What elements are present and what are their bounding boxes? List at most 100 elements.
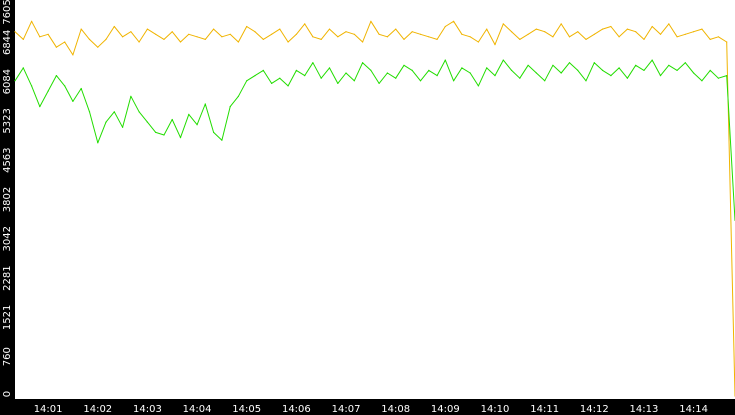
data-point [328, 67, 331, 69]
y-tick-label: 5323 [2, 108, 13, 133]
data-point [163, 134, 165, 136]
data-point [312, 62, 314, 64]
plot-area [15, 0, 735, 399]
data-point [279, 28, 281, 30]
data-point [544, 80, 546, 82]
data-point [602, 28, 604, 30]
data-point [552, 64, 554, 66]
data-point [535, 28, 538, 30]
data-point [486, 28, 488, 30]
data-point [72, 100, 74, 102]
data-point [113, 111, 115, 113]
data-point [560, 72, 562, 74]
data-point [113, 25, 115, 28]
data-point [626, 28, 629, 30]
y-axis: 0 760 1521 2281 3042 3802 4563 5323 6084 6844 7605 [2, 0, 13, 397]
data-point [668, 64, 670, 66]
data-point [64, 41, 66, 43]
data-point [262, 38, 264, 41]
data-point [477, 41, 479, 43]
data-point [246, 80, 248, 82]
data-point [469, 36, 471, 38]
y-tick-label: 2281 [2, 265, 13, 290]
data-point [353, 80, 355, 82]
data-point [55, 46, 58, 48]
data-point [527, 33, 529, 35]
data-point [229, 106, 231, 108]
data-point [693, 31, 695, 33]
data-point [345, 72, 347, 74]
data-point [535, 72, 538, 74]
data-point [287, 41, 289, 43]
x-tick-label: 14:12 [580, 404, 609, 415]
data-point [271, 82, 273, 84]
data-point [64, 85, 66, 87]
x-tick-label: 14:01 [34, 404, 63, 415]
data-point [22, 67, 24, 69]
data-point [709, 38, 711, 41]
data-point [304, 23, 306, 25]
data-point [362, 62, 364, 64]
data-point [668, 23, 670, 25]
data-point [155, 131, 157, 133]
data-point [254, 75, 256, 77]
data-point [494, 75, 496, 77]
data-point [254, 31, 256, 33]
data-point [411, 69, 413, 71]
data-point [320, 38, 322, 41]
y-tick-label: 760 [2, 347, 13, 366]
data-point [155, 33, 157, 35]
data-point [701, 80, 703, 82]
data-point [585, 38, 587, 41]
data-point [419, 80, 422, 82]
data-point [436, 38, 438, 41]
data-point [709, 69, 711, 71]
data-point [659, 75, 662, 77]
data-point [179, 137, 182, 139]
data-point [436, 75, 438, 77]
data-point [428, 69, 430, 71]
data-point [337, 36, 339, 38]
data-point [138, 111, 140, 113]
data-point [635, 31, 637, 33]
data-point [477, 85, 479, 87]
data-point [105, 121, 107, 123]
x-tick-label: 14:03 [133, 404, 162, 415]
data-point [386, 72, 388, 74]
data-point [602, 69, 604, 71]
data-point [39, 106, 41, 108]
data-point [453, 20, 455, 22]
data-point [146, 28, 148, 30]
data-point [643, 38, 645, 41]
data-point [618, 36, 620, 38]
x-tick-label: 14:10 [481, 404, 510, 415]
data-point [295, 69, 297, 71]
x-tick-label: 14:11 [530, 404, 559, 415]
data-point [676, 36, 678, 38]
data-point [237, 41, 239, 43]
data-point [196, 36, 198, 38]
data-point [188, 33, 190, 35]
data-point [188, 113, 190, 115]
series-line-0 [14, 20, 735, 397]
data-point [328, 28, 331, 30]
data-point [593, 33, 595, 35]
data-point [511, 69, 513, 71]
data-point [213, 131, 215, 133]
x-tick-label: 14:08 [381, 404, 410, 415]
data-point [717, 36, 720, 38]
data-point [179, 41, 182, 43]
data-point [395, 77, 397, 79]
data-point [444, 25, 446, 28]
data-point [353, 33, 355, 35]
x-tick-label: 14:13 [630, 404, 659, 415]
data-point [271, 33, 273, 35]
data-point [370, 69, 372, 71]
x-tick-label: 14:05 [232, 404, 261, 415]
data-point [469, 72, 471, 74]
data-point [511, 31, 513, 33]
data-point [262, 69, 264, 71]
data-point [138, 41, 140, 43]
